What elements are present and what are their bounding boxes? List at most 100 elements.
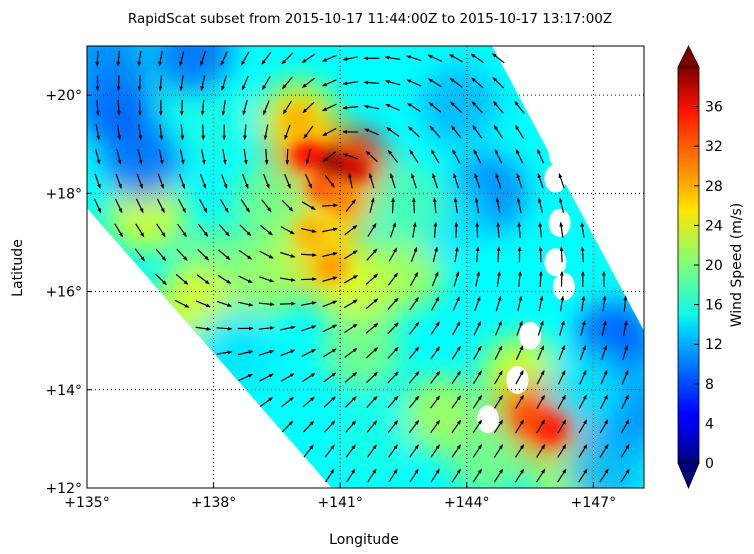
wind-vector-55 <box>408 395 420 409</box>
y-axis-label: Latitude <box>10 239 26 297</box>
wind-core-1 <box>290 138 323 171</box>
wind-vector-9 <box>514 468 525 483</box>
wind-vector-204 <box>367 222 377 237</box>
wind-vector-20 <box>409 444 419 458</box>
wind-vector-11 <box>557 468 567 483</box>
wind-vector-251 <box>368 172 375 189</box>
wind-vector-277 <box>430 149 440 164</box>
wind-vector-343 <box>470 77 484 89</box>
wind-vector-347 <box>137 50 142 67</box>
wind-vector-172 <box>176 248 188 261</box>
wind-vector-94 <box>408 346 420 360</box>
wind-vector-216 <box>114 198 123 214</box>
wind-vector-109 <box>279 325 296 331</box>
wind-vector-62 <box>557 394 566 409</box>
wind-vector-327 <box>137 75 142 92</box>
wind-vector-318 <box>385 103 401 111</box>
wind-vector-31 <box>281 420 294 433</box>
wind-vector-8 <box>493 468 504 483</box>
wind-vector-271 <box>305 149 312 165</box>
wind-vector-258 <box>516 173 523 189</box>
wind-core-2 <box>336 152 369 185</box>
wind-vector-103 <box>600 344 607 361</box>
wind-vector-48 <box>259 397 274 407</box>
colorbar-tick-label-0: 0 <box>705 456 714 472</box>
wind-vector-312 <box>262 100 270 116</box>
wind-vector-70 <box>323 372 337 383</box>
wind-vector-184 <box>432 246 438 263</box>
wind-vector-46 <box>599 419 609 434</box>
wind-vector-1 <box>346 468 356 483</box>
wind-vector-117 <box>452 320 461 336</box>
wind-vector-233 <box>474 197 480 214</box>
wind-vector-166 <box>538 270 543 287</box>
colorbar-label: Wind Speed (m/s) <box>729 203 745 328</box>
wind-vector-91 <box>344 347 358 358</box>
wind-vector-78 <box>494 370 503 385</box>
wind-vector-136 <box>387 297 399 310</box>
wind-vector-176 <box>259 250 274 259</box>
wind-feature-22 <box>173 79 254 160</box>
colorbar-tick-label-4: 16 <box>705 298 723 314</box>
wind-vector-23 <box>472 444 483 458</box>
wind-vector-219 <box>177 198 186 214</box>
wind-vector-95 <box>430 346 441 360</box>
wind-vector-301 <box>472 125 483 139</box>
wind-vector-179 <box>322 251 338 258</box>
wind-vector-230 <box>411 197 416 214</box>
wind-vector-158 <box>365 273 379 285</box>
wind-vector-53 <box>366 395 378 408</box>
x-tick-label-1: +138° <box>191 495 236 511</box>
wind-vector-152 <box>238 275 253 284</box>
wind-vector-257 <box>495 173 502 189</box>
wind-vector-161 <box>431 271 439 287</box>
wind-vector-255 <box>453 173 460 189</box>
wind-vector-264 <box>158 149 164 165</box>
wind-vector-260 <box>558 173 565 189</box>
wind-vector-222 <box>240 199 250 213</box>
wind-vector-56 <box>430 395 441 409</box>
land-mask-4 <box>552 272 575 301</box>
wind-vector-3 <box>388 468 398 483</box>
wind-vector-162 <box>453 271 460 287</box>
wind-vector-285 <box>138 124 143 141</box>
colorbar-extend-max <box>677 45 700 68</box>
wind-vector-120 <box>516 320 523 336</box>
wind-vector-322 <box>471 101 483 114</box>
wind-vector-267 <box>222 149 227 165</box>
wind-vector-317 <box>363 104 380 110</box>
wind-vector-203 <box>344 224 358 236</box>
wind-vector-224 <box>281 199 294 212</box>
wind-vector-90 <box>322 348 337 358</box>
wind-vector-83 <box>600 369 608 385</box>
wind-vector-337 <box>342 81 359 86</box>
wind-vector-246 <box>263 173 270 189</box>
wind-vector-15 <box>303 444 314 458</box>
wind-vector-147 <box>623 295 628 312</box>
wind-vector-144 <box>559 295 565 312</box>
wind-vector-170 <box>134 248 145 262</box>
wind-vector-74 <box>408 370 420 384</box>
wind-vector-238 <box>94 173 101 190</box>
wind-vector-345 <box>95 50 100 67</box>
wind-vector-146 <box>602 295 607 312</box>
wind-vector-87 <box>258 350 275 356</box>
wind-vector-265 <box>179 149 185 165</box>
wind-vector-12 <box>578 468 588 483</box>
wind-vector-215 <box>93 198 102 214</box>
wind-vector-363 <box>470 53 484 64</box>
wind-vector-303 <box>515 124 524 139</box>
wind-vector-212 <box>538 221 543 238</box>
wind-vector-293 <box>303 125 314 139</box>
wind-vector-139 <box>452 296 460 311</box>
wind-vector-32 <box>302 420 315 433</box>
wind-vector-73 <box>387 371 399 384</box>
wind-vector-192 <box>114 223 124 238</box>
grid-lines <box>87 46 644 488</box>
wind-vector-129 <box>237 301 254 307</box>
wind-vector-298 <box>407 126 420 138</box>
wind-vector-75 <box>430 370 441 384</box>
wind-vector-237 <box>558 197 565 214</box>
wind-vector-362 <box>448 54 464 63</box>
